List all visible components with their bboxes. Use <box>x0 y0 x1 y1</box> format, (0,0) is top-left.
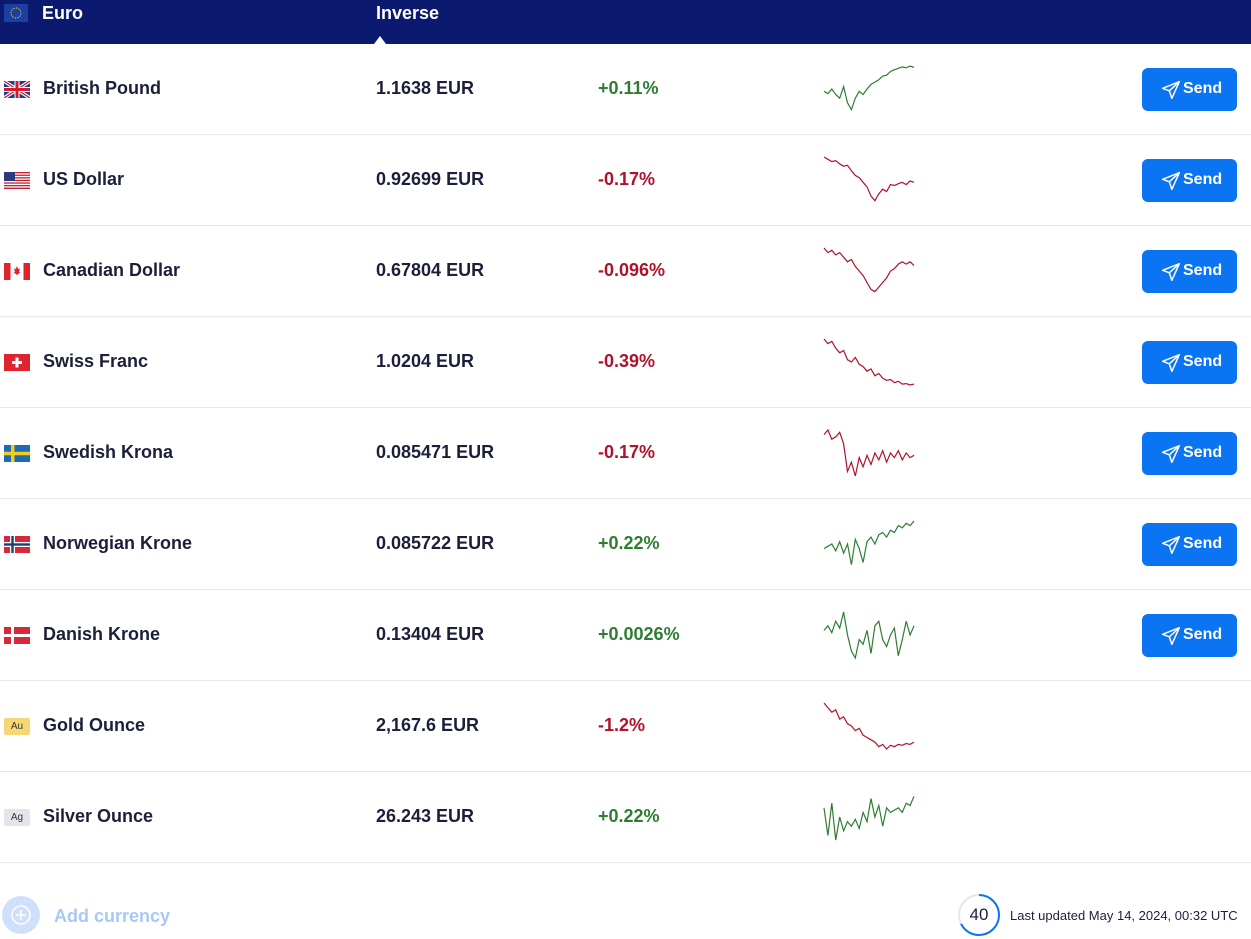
se-flag-icon <box>4 445 30 462</box>
exchange-rate: 1.0204 EUR <box>376 351 475 371</box>
refresh-countdown: 40 <box>969 905 989 924</box>
paper-plane-icon <box>1161 353 1181 373</box>
percent-change: -0.17% <box>598 169 656 189</box>
exchange-rate: 0.085471 EUR <box>376 442 495 462</box>
header-bar: Euro Inverse <box>0 0 1251 44</box>
send-button[interactable]: Send <box>1142 250 1237 293</box>
exchange-rate: 0.92699 EUR <box>376 169 485 189</box>
base-currency-label[interactable]: Euro <box>42 3 84 23</box>
inverse-toggle[interactable]: Inverse <box>376 3 440 23</box>
caret-up-icon <box>374 36 386 44</box>
currency-row[interactable]: Swedish Krona 0.085471 EUR -0.17% Send <box>0 408 1251 499</box>
refresh-timer-icon <box>958 894 1000 936</box>
sparkline-chart <box>823 65 915 112</box>
send-button[interactable]: Send <box>1142 614 1237 657</box>
sparkline-chart <box>823 611 915 660</box>
ca-flag-icon <box>4 263 30 280</box>
ch-flag-icon <box>4 354 30 371</box>
sparkline-chart <box>823 702 915 750</box>
sparkline-line <box>823 796 915 841</box>
currency-name[interactable]: Canadian Dollar <box>43 260 181 280</box>
eu-flag-icon <box>4 4 28 22</box>
us-flag-icon <box>4 172 30 189</box>
paper-plane-icon <box>1161 262 1181 282</box>
send-label: Send <box>1183 80 1223 97</box>
paper-plane-icon <box>1161 80 1181 100</box>
send-label: Send <box>1183 626 1223 643</box>
sparkline-line <box>823 611 915 660</box>
currency-row[interactable]: British Pound 1.1638 EUR +0.11% Send <box>0 44 1251 135</box>
currency-row[interactable]: Norwegian Krone 0.085722 EUR +0.22% Send <box>0 499 1251 590</box>
paper-plane-icon <box>1161 626 1181 646</box>
currency-row[interactable]: Au Gold Ounce 2,167.6 EUR -1.2% <box>0 681 1251 772</box>
currency-name[interactable]: US Dollar <box>43 169 125 189</box>
gold-badge-icon: Au <box>4 718 30 735</box>
no-flag-icon <box>4 536 30 553</box>
send-button[interactable]: Send <box>1142 432 1237 475</box>
percent-change: +0.0026% <box>598 624 680 644</box>
currency-row[interactable]: Canadian Dollar 0.67804 EUR -0.096% Send <box>0 226 1251 317</box>
sparkline-line <box>823 247 915 293</box>
currency-name[interactable]: British Pound <box>43 78 161 98</box>
dk-flag-icon <box>4 627 30 644</box>
exchange-rate: 2,167.6 EUR <box>376 715 480 735</box>
percent-change: -1.2% <box>598 715 646 735</box>
currency-name[interactable]: Danish Krone <box>43 624 161 644</box>
sparkline-line <box>823 338 915 386</box>
exchange-rate: 0.085722 EUR <box>376 533 495 553</box>
send-label: Send <box>1183 171 1223 188</box>
currency-name[interactable]: Norwegian Krone <box>43 533 193 553</box>
sparkline-line <box>823 702 915 750</box>
paper-plane-icon <box>1161 171 1181 191</box>
currency-name[interactable]: Gold Ounce <box>43 715 146 735</box>
sparkline-line <box>823 65 915 112</box>
send-button[interactable]: Send <box>1142 341 1237 384</box>
exchange-rate: 0.13404 EUR <box>376 624 485 644</box>
silver-badge-icon: Ag <box>4 809 30 826</box>
send-button[interactable]: Send <box>1142 159 1237 202</box>
send-label: Send <box>1183 535 1223 552</box>
percent-change: +0.22% <box>598 533 660 553</box>
sparkline-chart <box>823 520 915 565</box>
add-currency-button[interactable]: Add currency <box>54 906 171 926</box>
percent-change: -0.096% <box>598 260 666 280</box>
send-button[interactable]: Send <box>1142 68 1237 111</box>
currency-name[interactable]: Swiss Franc <box>43 351 149 371</box>
percent-change: -0.39% <box>598 351 656 371</box>
currency-row[interactable]: Ag Silver Ounce 26.243 EUR +0.22% <box>0 772 1251 863</box>
paper-plane-icon <box>1161 535 1181 555</box>
sparkline-line <box>823 156 915 202</box>
sparkline-line <box>823 520 915 565</box>
sparkline-chart <box>823 156 915 202</box>
currency-row[interactable]: Danish Krone 0.13404 EUR +0.0026% Send <box>0 590 1251 681</box>
sparkline-chart <box>823 247 915 293</box>
currency-name[interactable]: Swedish Krona <box>43 442 174 462</box>
percent-change: -0.17% <box>598 442 656 462</box>
sparkline-chart <box>823 428 915 477</box>
percent-change: +0.22% <box>598 806 660 826</box>
last-updated-text: Last updated May 14, 2024, 00:32 UTC <box>1010 908 1238 923</box>
exchange-rate: 26.243 EUR <box>376 806 475 826</box>
send-label: Send <box>1183 444 1223 461</box>
paper-plane-icon <box>1161 444 1181 464</box>
exchange-rate: 1.1638 EUR <box>376 78 475 98</box>
sparkline-line <box>823 428 915 477</box>
gb-flag-icon <box>3 79 31 100</box>
currency-name[interactable]: Silver Ounce <box>43 806 154 826</box>
sparkline-chart <box>823 796 915 841</box>
send-button[interactable]: Send <box>1142 523 1237 566</box>
currency-row[interactable]: Swiss Franc 1.0204 EUR -0.39% Send <box>0 317 1251 408</box>
send-label: Send <box>1183 353 1223 370</box>
exchange-rate: 0.67804 EUR <box>376 260 485 280</box>
add-currency-icon[interactable] <box>2 896 40 934</box>
percent-change: +0.11% <box>598 78 659 98</box>
send-label: Send <box>1183 262 1223 279</box>
footer: Add currency 40 Last updated May 14, 202… <box>0 864 1251 938</box>
sparkline-chart <box>823 338 915 386</box>
currency-row[interactable]: US Dollar 0.92699 EUR -0.17% Send <box>0 135 1251 226</box>
